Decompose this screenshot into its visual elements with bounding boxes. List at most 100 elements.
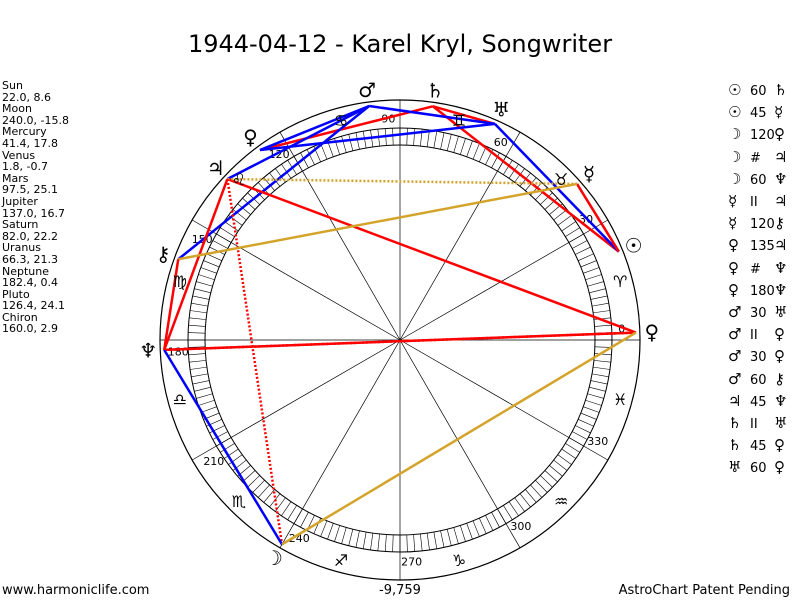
degree-tick: [188, 332, 206, 334]
degree-label: 0: [618, 322, 625, 335]
degree-tick: [485, 515, 494, 531]
degree-tick: [198, 274, 215, 281]
degree-tick: [590, 380, 608, 385]
aspect-row: ♅ 60 ♀: [728, 457, 798, 479]
degree-tick: [306, 149, 315, 165]
degree-tick: [585, 399, 602, 406]
sign-sagittarius-icon: ♐: [334, 551, 348, 570]
aspect-planet-icon: ☉: [728, 81, 742, 99]
position-name: Neptune: [2, 264, 50, 278]
degree-tick: [200, 406, 217, 413]
aspect-value: II: [750, 328, 758, 344]
sign-spoke: [279, 339, 401, 549]
degree-tick: [252, 480, 265, 493]
sign-spoke: [279, 131, 401, 341]
degree-tick: [514, 497, 525, 512]
aspect-planet-icon: ☿: [728, 214, 738, 233]
degree-tick: [557, 454, 572, 465]
degree-tick: [189, 360, 207, 363]
degree-tick: [591, 302, 609, 307]
degree-tick: [242, 470, 256, 483]
degree-tick: [188, 324, 206, 327]
degree-tick: [591, 373, 609, 378]
degree-tick: [320, 143, 328, 160]
position-name: Moon: [2, 102, 32, 116]
degree-tick: [583, 267, 600, 274]
aspect-value: 60: [750, 172, 767, 188]
aspect-planet-icon: ♀: [774, 436, 785, 455]
position-name: Pluto: [2, 287, 30, 301]
degree-tick: [565, 443, 580, 453]
sign-taurus-icon: ♉: [554, 170, 568, 189]
degree-tick: [212, 240, 228, 249]
center-value: -9,759: [379, 583, 421, 598]
aspect-planet-icon: ☿: [774, 103, 784, 122]
aspect-value: 135: [750, 239, 775, 255]
degree-tick: [446, 134, 452, 151]
degree-tick: [224, 448, 239, 459]
degree-tick: [355, 132, 360, 150]
aspect-row: ♀ 135♃: [728, 235, 798, 257]
aspect-planet-icon: ♂: [728, 303, 742, 322]
degree-tick: [479, 146, 487, 162]
degree-tick: [491, 152, 500, 168]
degree-tick: [440, 530, 445, 548]
degree-tick: [472, 143, 480, 160]
aspect-list: ☉ 60 ♄ ☉ 45 ☿ ☽ 120♀ ☽ # ♃ ☽ 60 ♆ ☿ II ♃ ☿ 120⚷ ♀ 135♃ ♀ # ♆ ♀ 18…: [728, 80, 798, 480]
position-coords: 41.4, 17.8: [2, 136, 58, 150]
aspect-value: #: [750, 150, 761, 166]
planet-neptune-icon: ♆: [139, 339, 157, 363]
degree-tick: [446, 529, 452, 546]
degree-tick: [580, 260, 597, 268]
aspect-planet-icon: ♅: [774, 414, 788, 433]
degree-tick: [232, 209, 247, 221]
website-link[interactable]: www.harmoniclife.com: [2, 583, 150, 598]
aspect-value: 180: [750, 283, 775, 299]
position-coords: 22.0, 8.6: [2, 90, 51, 104]
aspect-planet-icon: ♄: [774, 81, 788, 99]
position-name: Mercury: [2, 125, 47, 139]
aspect-planet-icon: ♆: [774, 391, 788, 410]
degree-tick: [459, 138, 466, 155]
degree-tick: [203, 260, 220, 268]
degree-tick: [587, 393, 604, 399]
degree-tick: [198, 399, 215, 406]
planet-venus-icon: ♀: [645, 320, 660, 344]
degree-tick: [355, 530, 360, 548]
planet-glyphs: ☉ ☽ ☿ ♀ ♂ ♃ ♄ ♅ ♆ ♀ ⚷: [139, 78, 659, 570]
aspect-planet-icon: ♃: [774, 192, 788, 211]
degree-tick: [589, 386, 606, 392]
aspect-row: ♂ 30 ♅: [728, 302, 798, 324]
aspect-planet-icon: ♀: [728, 280, 739, 299]
degree-tick: [327, 523, 334, 540]
planet-mars-icon: ♂: [358, 78, 376, 102]
sign-spoke: [191, 219, 401, 341]
aspect-line: [163, 349, 284, 546]
degree-label: 180: [168, 346, 189, 359]
degree-tick: [237, 203, 251, 215]
planet-positions-list: Sun 22.0, 8.6 Moon 240.0, -15.8 Mercury 41.4,…: [2, 80, 112, 335]
aspect-planet-icon: ♃: [774, 147, 788, 166]
sign-capricorn-icon: ♑: [452, 551, 466, 570]
degree-tick: [377, 533, 380, 551]
degree-tick: [196, 393, 213, 399]
aspect-line: [177, 105, 370, 261]
degree-tick: [561, 221, 576, 232]
aspect-planet-icon: ♃: [774, 236, 788, 255]
aspect-value: 60: [750, 84, 767, 99]
aspect-row: ☽ # ♃: [728, 147, 798, 169]
degree-tick: [572, 431, 588, 440]
degree-tick: [440, 132, 445, 150]
degree-tick: [281, 501, 292, 516]
degree-tick: [557, 215, 572, 226]
degree-tick: [585, 274, 602, 281]
degree-tick: [406, 128, 408, 146]
aspect-row: ♄ II ♅: [728, 413, 798, 435]
sign-cancer-icon: ♋: [334, 111, 348, 130]
aspect-planet-icon: ♀: [774, 347, 785, 366]
degree-tick: [459, 525, 466, 542]
sign-pisces-icon: ♓: [613, 390, 627, 409]
position-coords: 126.4, 24.1: [2, 299, 65, 313]
aspect-value: 30: [750, 306, 767, 322]
aspect-planet-icon: ♄: [728, 414, 742, 433]
